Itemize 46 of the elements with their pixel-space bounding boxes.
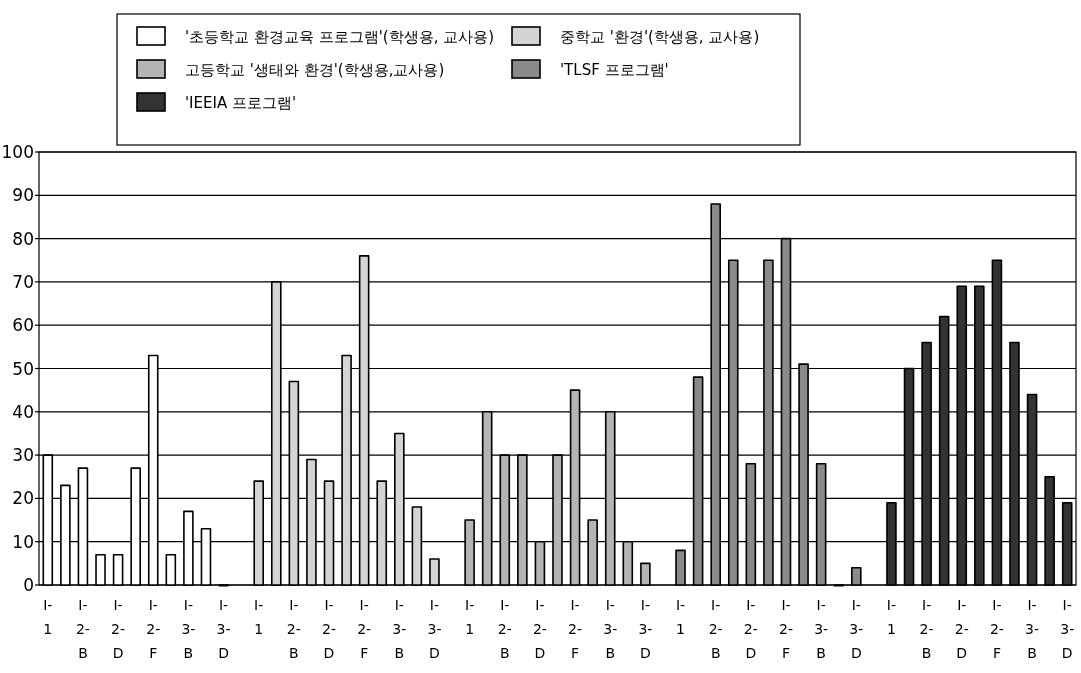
x-tick-label: I- 2- D [532, 597, 547, 661]
x-tick-label: I- 1 [675, 597, 686, 637]
y-tick-label: 60 [12, 315, 34, 336]
x-tick-label: I- 2- B [75, 597, 90, 661]
y-tick-label: 20 [12, 488, 34, 509]
x-tick-label: I- 3- B [603, 597, 618, 661]
x-tick-label: I- 2- B [286, 597, 301, 661]
legend-label: 'IEEIA 프로그램' [185, 94, 297, 112]
x-tick-label: I- 2- B [708, 597, 723, 661]
x-tick-label: I- 3- B [814, 597, 829, 661]
x-tick-label: I- 3- D [1060, 597, 1075, 661]
x-tick-label: I- 2- F [146, 597, 161, 661]
y-tick-label: 50 [12, 358, 34, 379]
y-tick-label: 80 [12, 228, 34, 249]
x-tick-label: I- 2- B [497, 597, 512, 661]
y-tick-label: 90 [12, 185, 34, 206]
x-tick-label: I- 1 [254, 597, 264, 637]
legend-label: '초등학교 환경교육 프로그램'(학생용, 교사용) [185, 28, 495, 46]
y-tick-label: 0 [23, 575, 34, 595]
x-tick-label: I- 2- F [779, 597, 793, 661]
x-tick-label: I- 2- F [989, 597, 1004, 661]
x-tick-label: I- 3- D [216, 597, 231, 661]
x-tick-label: I- 3- B [1025, 597, 1040, 661]
x-tick-label: I- 3- D [849, 597, 864, 661]
x-tick-label: I- 3- B [181, 597, 196, 661]
x-tick-label: I- 2- B [919, 597, 934, 661]
y-tick-label: 70 [12, 271, 34, 292]
legend-label: 고등학교 '생태와 환경'(학생용,교사용) [185, 61, 445, 79]
x-tick-label: I- 2- F [357, 597, 372, 661]
x-tick-label: I- 1 [886, 597, 897, 637]
y-tick-label: 40 [12, 401, 34, 422]
x-tick-label: I- 3- D [427, 597, 442, 661]
x-tick-label: I- 3- B [392, 597, 407, 661]
legend-label: 'TLSF 프로그램' [560, 61, 669, 79]
y-tick-label: 10 [12, 531, 34, 552]
x-tick-label: I- 2- D [322, 597, 336, 661]
x-tick-label: I- 2- D [111, 597, 126, 661]
x-tick-label: I- 2- D [743, 597, 758, 661]
x-tick-label: I- 3- D [638, 597, 653, 661]
x-tick-label: I- 1 [43, 597, 53, 637]
y-tick-label: 100 [1, 142, 34, 162]
x-tick-label: I- 2- F [568, 597, 583, 661]
x-tick-label: I- 1 [465, 597, 475, 637]
legend-label: 중학교 '환경'(학생용, 교사용) [560, 28, 760, 46]
x-tick-label: I- 2- D [954, 597, 969, 661]
y-tick-label: 30 [12, 445, 34, 466]
